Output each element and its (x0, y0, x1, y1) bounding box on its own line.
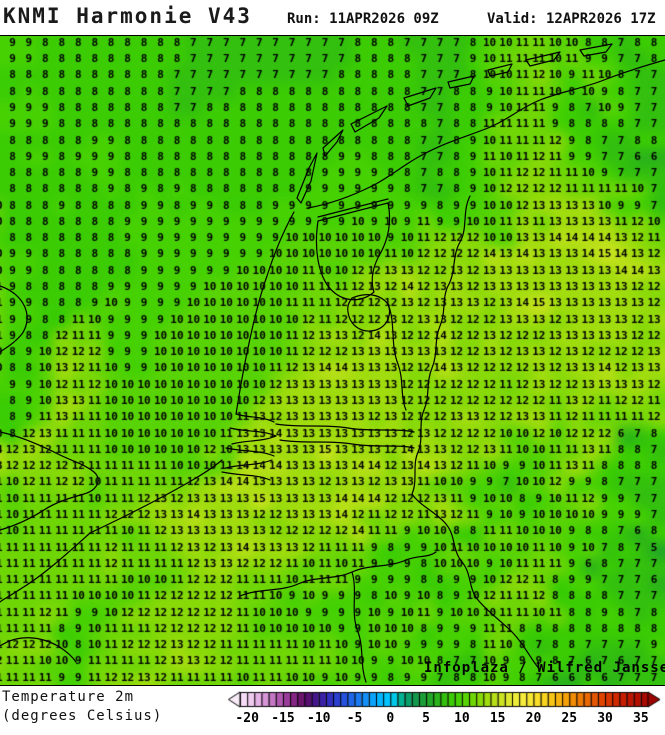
colorbar-tick-label: -10 (306, 711, 331, 726)
valid-label: Valid: 12APR2026 17Z (487, 11, 656, 27)
page-title: KNMI Harmonie V43 (3, 4, 252, 28)
colorbar-tick-label: -20 (235, 711, 259, 726)
run-label: Run: 11APR2026 09Z (287, 11, 439, 27)
legend-label-line1: Temperature 2m (2, 689, 135, 705)
colorbar-tick-label: 25 (561, 711, 578, 726)
colorbar-tick-label: 10 (454, 711, 470, 726)
legend-label-line2: (degrees Celsius) (2, 708, 163, 724)
colorbar (228, 691, 665, 709)
colorbar-tick-label: 5 (422, 711, 431, 726)
colorbar-tick-label: 35 (633, 711, 649, 726)
colorbar-tick-label: 20 (525, 711, 542, 726)
legend-footer: Temperature 2m (degrees Celsius) -20 -15-… (0, 686, 665, 735)
colorbar-tick-label: -5 (346, 711, 363, 726)
colorbar-tick-label: 15 (489, 711, 506, 726)
attribution-text: Infoplaza / Wilfred Janssen (424, 660, 665, 676)
colorbar-tick-label: 0 (386, 711, 395, 726)
header: KNMI Harmonie V43 Run: 11APR2026 09Z Val… (0, 0, 665, 35)
colorbar-tick-label: 30 (597, 711, 613, 726)
temperature-grid-numbers (0, 36, 665, 685)
temperature-map: Infoplaza / Wilfred Janssen (0, 35, 665, 686)
colorbar-tick-label: -15 (271, 711, 295, 726)
